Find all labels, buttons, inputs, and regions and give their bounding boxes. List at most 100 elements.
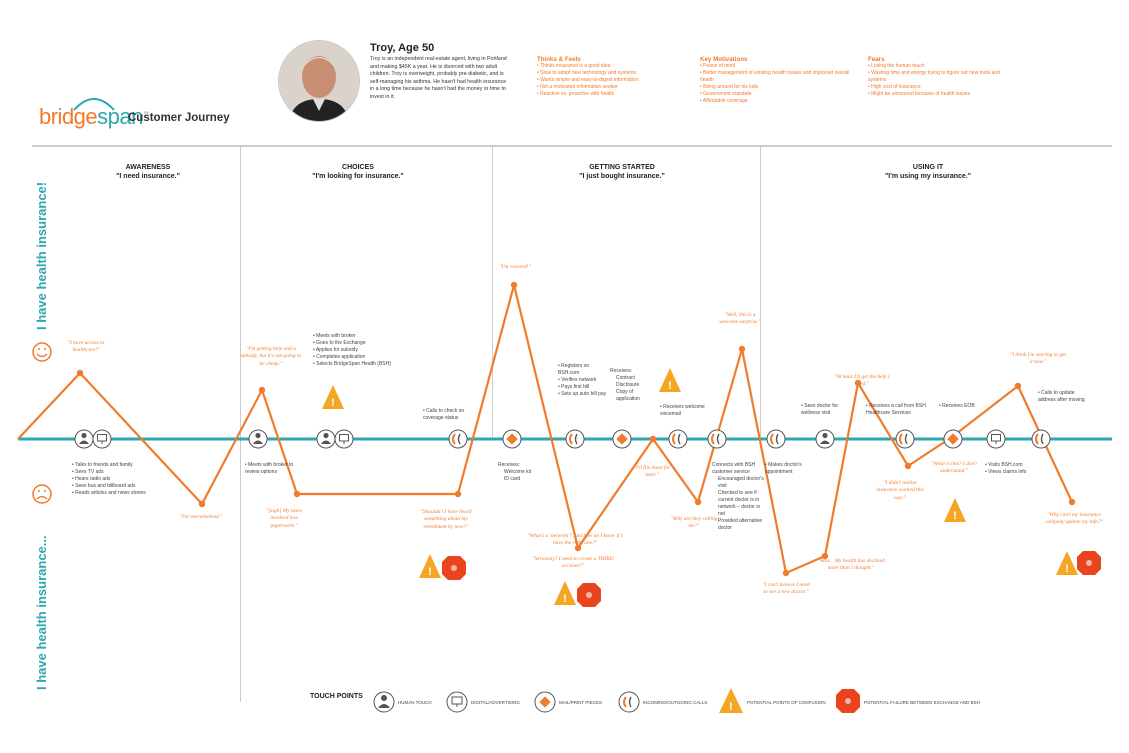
list-item: Sets up auto bill pay [558,391,608,398]
list-item: Completes application [313,354,423,361]
note-coverage-status: Calls to check on coverage status [423,408,481,422]
phase-divider [760,147,761,437]
human-touch-icon [316,429,336,449]
quote: "Seriously? I need to create a THIRD acc… [532,556,614,570]
quote: "I'm getting help and a subsidy, but it'… [240,346,302,367]
phase-name: CHOICES [342,164,374,171]
quote: "At least I'll get the help I need." [834,374,890,388]
legend-title: TOUCH POINTS [310,693,363,700]
note-sub-item: Contract [616,375,635,381]
persona-bio: Troy is an independent real-estate agent… [370,56,507,100]
list-item: Verifies network [558,377,608,384]
quote: "Wow... My health has declined more than… [817,558,885,572]
sad-face-icon [32,484,52,504]
list-item: Talks to friends and family [72,462,192,469]
list-item: Receives EOB [939,403,979,410]
warning-icon: ! [419,554,441,578]
quote: "Well, this is a welcome surprise." [719,312,761,326]
svg-text:!: ! [331,397,335,409]
persona-avatar-icon [279,41,359,121]
warning-icon: ! [322,385,344,409]
quote: "I'm overwhelmed." [179,514,223,520]
thinks-feels-title: Thinks & Feels [537,56,581,63]
note-sub-item: Welcome kit [504,469,532,475]
note-sub-item: Disclosure [616,382,640,388]
quote: "I'm covered!" [499,264,531,270]
page-title: Customer Journey [128,112,230,124]
quote: "I didn't realize insurance worked this … [876,480,924,501]
svg-text:!: ! [953,510,957,522]
phase-name: AWARENESS [125,164,171,171]
list-item: Receives welcome voicemail [660,404,720,418]
phase-divider [240,147,241,702]
list-item: Might be uninsured because of health iss… [868,91,1018,98]
persona-photo [278,40,360,122]
list-item: Losing the human touch [868,63,1018,70]
phone-call-icon [448,429,468,449]
fears-list: Losing the human touch Wasting time and … [868,63,1018,98]
emotion-curve [17,284,1073,575]
quote: "Why are they calling me?" [670,516,718,530]
note-broker-options: Meets with broker to review options [245,462,295,476]
warning-icon: ! [659,368,681,392]
legend-digital-icon [446,691,468,713]
note-sub-item: Provided alternative doctor [718,518,763,531]
note-sub-item: Checked to see if current doctor is in n… [718,490,760,517]
note-sub-item: Encouraged doctor's visit [718,476,764,489]
note-enrollment: Meets with broker Goes to the Exchange A… [313,333,423,368]
fears-section: Fears Losing the human touch Wasting tim… [868,56,1018,98]
note-wellness-visit: Sees doctor for wellness visit [801,403,856,417]
list-item: Hears radio ads [72,476,192,483]
note-online-setup: Registers on BSH.com Verifies network Pa… [558,363,608,398]
note-sub-item: ID card [504,476,521,482]
happy-face-icon [32,342,52,362]
quote: "I can't believe I need to see a new doc… [762,582,810,596]
brand-name-part1: bridge [39,104,98,129]
header-divider [32,145,1112,147]
brand-logo: bridgespan™ [39,104,149,130]
legend-label: INCOMING/OUTGOING CALLS [643,700,708,705]
svg-text:!: ! [428,566,432,578]
note-appointment: Makes doctor's appointment [765,462,815,476]
list-item: Goes to the Exchange [313,340,423,347]
phase-awareness: AWARENESS "I need insurance." [48,163,248,181]
list-item: Registers on BSH.com [558,363,608,377]
note-healthcare-call: Receives a call from BSH Healthcare Serv… [866,403,941,417]
quote: "Shouldn't I have heard something about … [420,509,472,530]
mail-icon [502,429,522,449]
legend-failure-icon [836,689,860,713]
list-item: Being around for his kids [700,84,850,91]
note-heading: Receives: [498,462,520,468]
list-item: Calls to update address after moving [1038,390,1086,404]
mail-icon [943,429,963,449]
list-item: Slow to adopt new technology and systems [537,70,687,77]
legend-label: HUMAN TOUCH [398,700,432,705]
svg-text:!: ! [668,380,672,392]
list-item: Sees doctor for wellness visit [801,403,856,417]
warning-icon: ! [554,581,576,605]
phase-choices: CHOICES "I'm looking for insurance." [258,163,458,181]
quote: "I have access to healthcare!" [67,340,105,354]
phone-call-icon [766,429,786,449]
list-item: Meets with broker to review options [245,462,295,476]
thinks-feels-section: Thinks & Feels Thinks insurance is a goo… [537,56,687,98]
list-item: Selects BridgeSpan Health (BSH) [313,361,423,368]
note-eob: Receives EOB [939,403,979,410]
quote: "I'll file these for later." [633,465,671,479]
phone-call-icon [707,429,727,449]
svg-text:!: ! [563,593,567,605]
failure-icon [442,556,466,580]
list-item: Visits BSH.com [985,462,1045,469]
quote: "What is this? I don't understand." [931,461,977,475]
list-item: Meets with broker [313,333,423,340]
legend-label: MAIL/PRINT PIECES [559,700,602,705]
note-customer-service: Connects with BSH customer service Encou… [712,462,764,532]
list-item: Sees bus and billboard ads [72,483,192,490]
list-item: Not a motivated information seeker [537,84,687,91]
motivations-list: Peace of mind Better management of exist… [700,63,850,104]
list-item: High cost of insurance [868,84,1018,91]
failure-icon [577,583,601,607]
phone-call-icon [895,429,915,449]
list-item: Makes doctor's appointment [765,462,815,476]
